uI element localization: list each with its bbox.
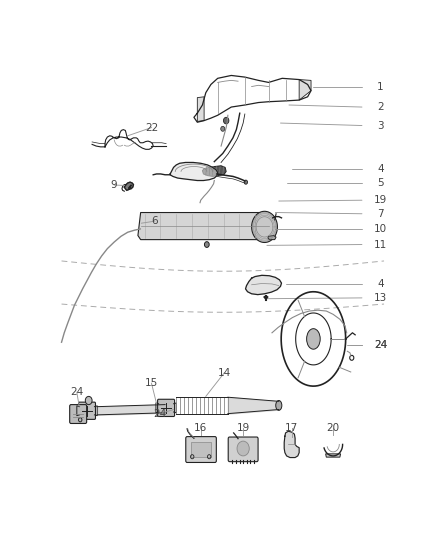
- Text: 24: 24: [374, 340, 387, 350]
- Polygon shape: [246, 276, 282, 295]
- FancyBboxPatch shape: [78, 402, 95, 419]
- Text: 17: 17: [285, 423, 298, 433]
- Circle shape: [223, 117, 229, 124]
- Circle shape: [237, 441, 249, 456]
- Text: 5: 5: [377, 178, 384, 188]
- Polygon shape: [299, 79, 311, 100]
- Text: 20: 20: [327, 423, 339, 433]
- Text: 7: 7: [377, 209, 384, 219]
- Text: 4: 4: [377, 279, 384, 288]
- FancyBboxPatch shape: [186, 437, 216, 463]
- Text: 19: 19: [237, 423, 250, 433]
- Text: 6: 6: [152, 216, 158, 226]
- Text: 19: 19: [374, 195, 387, 205]
- Text: 15: 15: [145, 378, 158, 388]
- Text: 4: 4: [377, 164, 384, 174]
- FancyBboxPatch shape: [228, 437, 258, 462]
- Polygon shape: [170, 163, 218, 181]
- Text: 1: 1: [377, 82, 384, 92]
- Text: 22: 22: [145, 123, 158, 133]
- Circle shape: [85, 397, 92, 405]
- Text: 24: 24: [374, 340, 387, 350]
- Polygon shape: [124, 182, 134, 190]
- Ellipse shape: [307, 329, 320, 349]
- Polygon shape: [252, 211, 277, 243]
- FancyBboxPatch shape: [158, 399, 175, 416]
- Text: 9: 9: [111, 180, 117, 190]
- Polygon shape: [197, 97, 204, 122]
- Text: 10: 10: [374, 224, 387, 235]
- Text: 16: 16: [194, 423, 207, 433]
- Polygon shape: [284, 431, 299, 457]
- Polygon shape: [138, 213, 276, 240]
- Text: 2: 2: [377, 102, 384, 112]
- Ellipse shape: [244, 180, 247, 184]
- Polygon shape: [268, 236, 276, 240]
- FancyBboxPatch shape: [70, 405, 87, 424]
- Text: 13: 13: [374, 293, 387, 303]
- Polygon shape: [325, 454, 341, 457]
- Text: 24: 24: [70, 387, 84, 397]
- Text: 14: 14: [218, 368, 231, 377]
- Bar: [191, 442, 211, 457]
- Ellipse shape: [276, 400, 282, 410]
- Polygon shape: [202, 166, 226, 176]
- Circle shape: [205, 241, 209, 247]
- Circle shape: [221, 126, 225, 131]
- Text: 11: 11: [374, 239, 387, 249]
- Text: 3: 3: [377, 120, 384, 131]
- Text: 24: 24: [153, 409, 166, 418]
